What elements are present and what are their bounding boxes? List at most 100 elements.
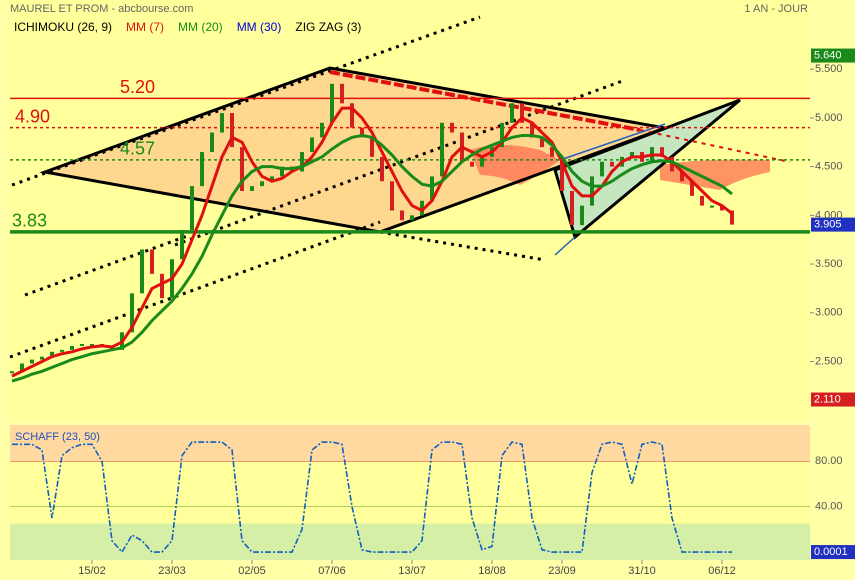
candle: [700, 195, 704, 206]
level-label: 3.83: [12, 211, 47, 231]
triangle: [553, 98, 741, 240]
candle: [240, 147, 244, 191]
candle: [320, 122, 324, 138]
candle: [70, 345, 74, 350]
candle: [590, 176, 594, 206]
candle: [180, 229, 184, 260]
legend-entry: MM (7): [126, 20, 164, 34]
legend-entry: ICHIMOKU (26, 9): [14, 20, 112, 34]
candle: [160, 273, 164, 299]
x-tick-label: 31/10: [628, 565, 656, 577]
candle: [580, 205, 584, 226]
candle: [530, 122, 534, 138]
candle: [280, 166, 284, 177]
band: [10, 425, 810, 462]
x-tick-label: 18/08: [478, 565, 506, 577]
candle: [400, 210, 404, 221]
y-tick-label: 2.500: [815, 355, 843, 367]
ichimoku-cloud: [660, 159, 770, 190]
candle: [430, 176, 434, 201]
candle: [730, 210, 734, 225]
candle: [680, 171, 684, 182]
price-marker-label: 3.905: [814, 219, 842, 231]
candle: [300, 152, 304, 172]
x-tick-label: 13/07: [398, 565, 426, 577]
candle: [410, 215, 414, 221]
y-tick-label: 3.000: [815, 307, 843, 319]
candle: [200, 152, 204, 187]
candle: [50, 351, 54, 357]
price-marker-label: 5.640: [814, 49, 842, 61]
trend-line: [554, 236, 576, 256]
legend-entry: MM (30): [237, 20, 282, 34]
y-tick-label: 5.000: [815, 112, 843, 124]
moving-average: [11, 133, 733, 383]
candle: [340, 83, 344, 104]
candle: [390, 181, 394, 211]
candle: [500, 122, 504, 148]
y-tick-label: 80.00: [815, 455, 843, 467]
candle: [420, 200, 424, 216]
candle: [560, 156, 564, 191]
x-tick-label: 02/05: [238, 565, 266, 577]
candle: [520, 103, 524, 123]
resistance: [639, 129, 791, 163]
candle: [510, 103, 514, 123]
candle: [380, 156, 384, 182]
candle: [550, 147, 554, 157]
candle: [210, 132, 214, 153]
triangle-fill: [555, 100, 740, 237]
y-tick-label: 4.500: [815, 161, 843, 173]
candle: [440, 122, 444, 177]
price-marker-label: 2.110: [814, 393, 841, 405]
resistance: [329, 70, 641, 132]
candle: [130, 293, 134, 333]
candle: [40, 356, 44, 360]
candle: [140, 249, 144, 294]
band: [10, 523, 810, 560]
legend-entry: ZIG ZAG (3): [295, 20, 361, 34]
candle: [230, 113, 234, 148]
indicator-marker: [811, 545, 855, 560]
x-tick-label: 15/02: [78, 565, 106, 577]
candle: [80, 343, 84, 346]
candle: [330, 83, 334, 123]
candle: [450, 122, 454, 133]
candle: [600, 161, 604, 177]
candle: [30, 359, 34, 364]
trend-line: [559, 123, 666, 161]
level-label: 4.90: [15, 106, 50, 126]
candle: [690, 181, 694, 196]
candle: [90, 343, 94, 346]
candle: [310, 137, 314, 153]
candle: [480, 156, 484, 167]
candle: [540, 137, 544, 148]
level-label: 4.57: [120, 139, 155, 159]
candle: [720, 205, 724, 211]
title: MAUREL ET PROM - abcbourse.com: [10, 3, 193, 15]
candle: [20, 363, 24, 372]
candle: [660, 147, 664, 157]
subtitle: 1 AN - JOUR: [744, 3, 808, 15]
y-tick-label: 3.500: [815, 258, 843, 270]
candle: [360, 127, 364, 138]
candle: [370, 137, 374, 157]
x-tick-label: 23/03: [158, 565, 186, 577]
moving-average: [11, 106, 733, 378]
candle: [150, 249, 154, 274]
price-marker: [811, 48, 855, 63]
channel-line: [24, 233, 191, 297]
candle: [670, 156, 674, 172]
candle: [190, 186, 194, 230]
x-tick-label: 23/09: [548, 565, 576, 577]
candle: [250, 186, 254, 191]
price-marker: [811, 392, 855, 407]
indicator-title: SCHAFF (23, 50): [15, 431, 100, 443]
candle: [710, 205, 714, 208]
candle: [270, 176, 274, 182]
indicator-marker-label: 0.0001: [814, 546, 848, 558]
candle: [570, 190, 574, 226]
channel-line: [9, 220, 381, 359]
